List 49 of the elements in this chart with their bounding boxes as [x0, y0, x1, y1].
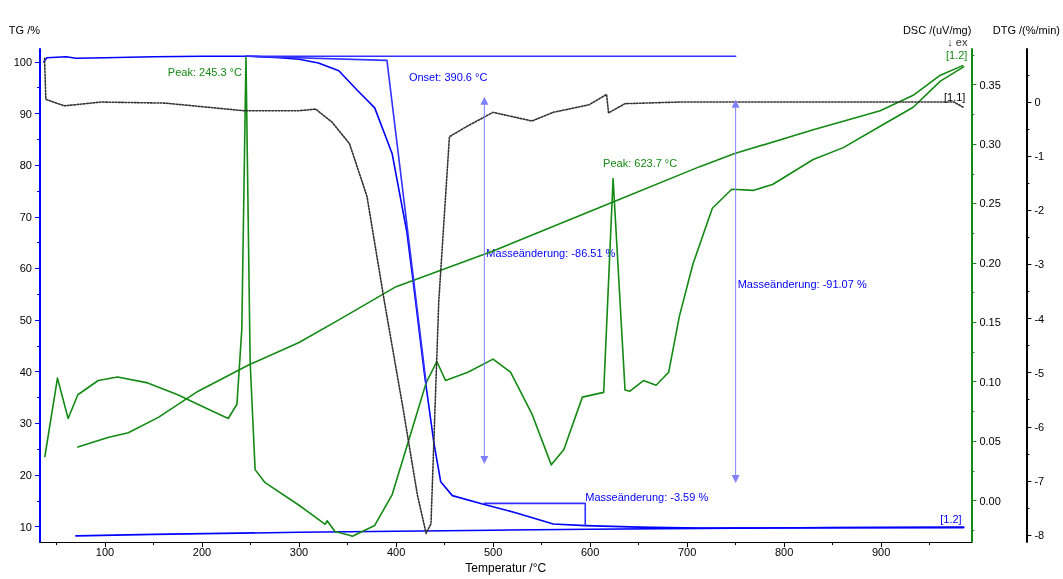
y3-tick-label: 0 — [1034, 96, 1041, 109]
x-tick-label: 100 — [95, 545, 115, 558]
y3-tick-label: -4 — [1034, 312, 1045, 325]
annotation: [1.2] — [945, 49, 968, 61]
y3-axis-title: DTG /(%/min) — [992, 23, 1061, 36]
y2-tick-label: 0.05 — [979, 435, 1001, 448]
y2-tick-label: 0.30 — [979, 138, 1001, 151]
y-tick-label: 80 — [19, 159, 32, 172]
annotation: Onset: 390.6 °C — [408, 71, 488, 84]
x-tick-label: 700 — [677, 545, 697, 558]
annotation: Masseänderung: -3.59 % — [585, 491, 709, 504]
x-tick-label: 300 — [289, 545, 309, 558]
x-tick-label: 400 — [386, 545, 406, 558]
y-tick-label: 30 — [19, 417, 32, 430]
y-tick-label: 20 — [19, 468, 32, 481]
y2-tick-label: 0.35 — [979, 78, 1001, 91]
annotation: [1.1] — [943, 91, 966, 103]
y-tick-label: 100 — [13, 55, 32, 68]
y2-tick-label: 0.20 — [979, 256, 1001, 269]
annotation: Masseänderung: -91.07 % — [737, 277, 867, 290]
y2-tick-label: 0.15 — [979, 316, 1001, 329]
annotation: Peak: 245.3 °C — [167, 66, 243, 79]
y3-tick-label: -1 — [1034, 150, 1045, 163]
y2-tick-label: 0.10 — [979, 375, 1001, 388]
y2-tick-label: 0.25 — [979, 197, 1001, 210]
y-tick-label: 40 — [19, 365, 32, 378]
y3-tick-label: -2 — [1034, 204, 1045, 217]
x-tick-label: 800 — [774, 545, 794, 558]
annotation: [1.2] — [940, 512, 962, 525]
y-tick-label: 10 — [19, 520, 32, 533]
x-axis-title: Temperatur /°C — [465, 561, 547, 575]
text: ↓ ex — [947, 36, 968, 48]
x-tick-label: 500 — [483, 545, 503, 558]
y3-tick-label: -6 — [1034, 420, 1045, 433]
y-tick-label: 60 — [19, 262, 32, 275]
x-tick-label: 900 — [871, 545, 891, 558]
y3-tick-label: -7 — [1034, 474, 1045, 487]
y-tick-label: 70 — [19, 210, 32, 223]
y-tick-label: 90 — [19, 107, 32, 120]
x-tick-label: 600 — [580, 545, 600, 558]
y2-axis-title: DSC /(uV/mg) — [902, 23, 972, 36]
x-tick-label: 200 — [192, 545, 212, 558]
annotation: Peak: 623.7 °C — [603, 156, 678, 169]
y-tick-label: 50 — [19, 314, 32, 327]
y3-tick-label: -8 — [1034, 529, 1045, 542]
y-axis-title: TG /% — [8, 23, 41, 36]
y2-tick-label: 0.00 — [979, 494, 1001, 507]
y3-tick-label: -5 — [1034, 366, 1045, 379]
y3-tick-label: -3 — [1034, 258, 1045, 271]
